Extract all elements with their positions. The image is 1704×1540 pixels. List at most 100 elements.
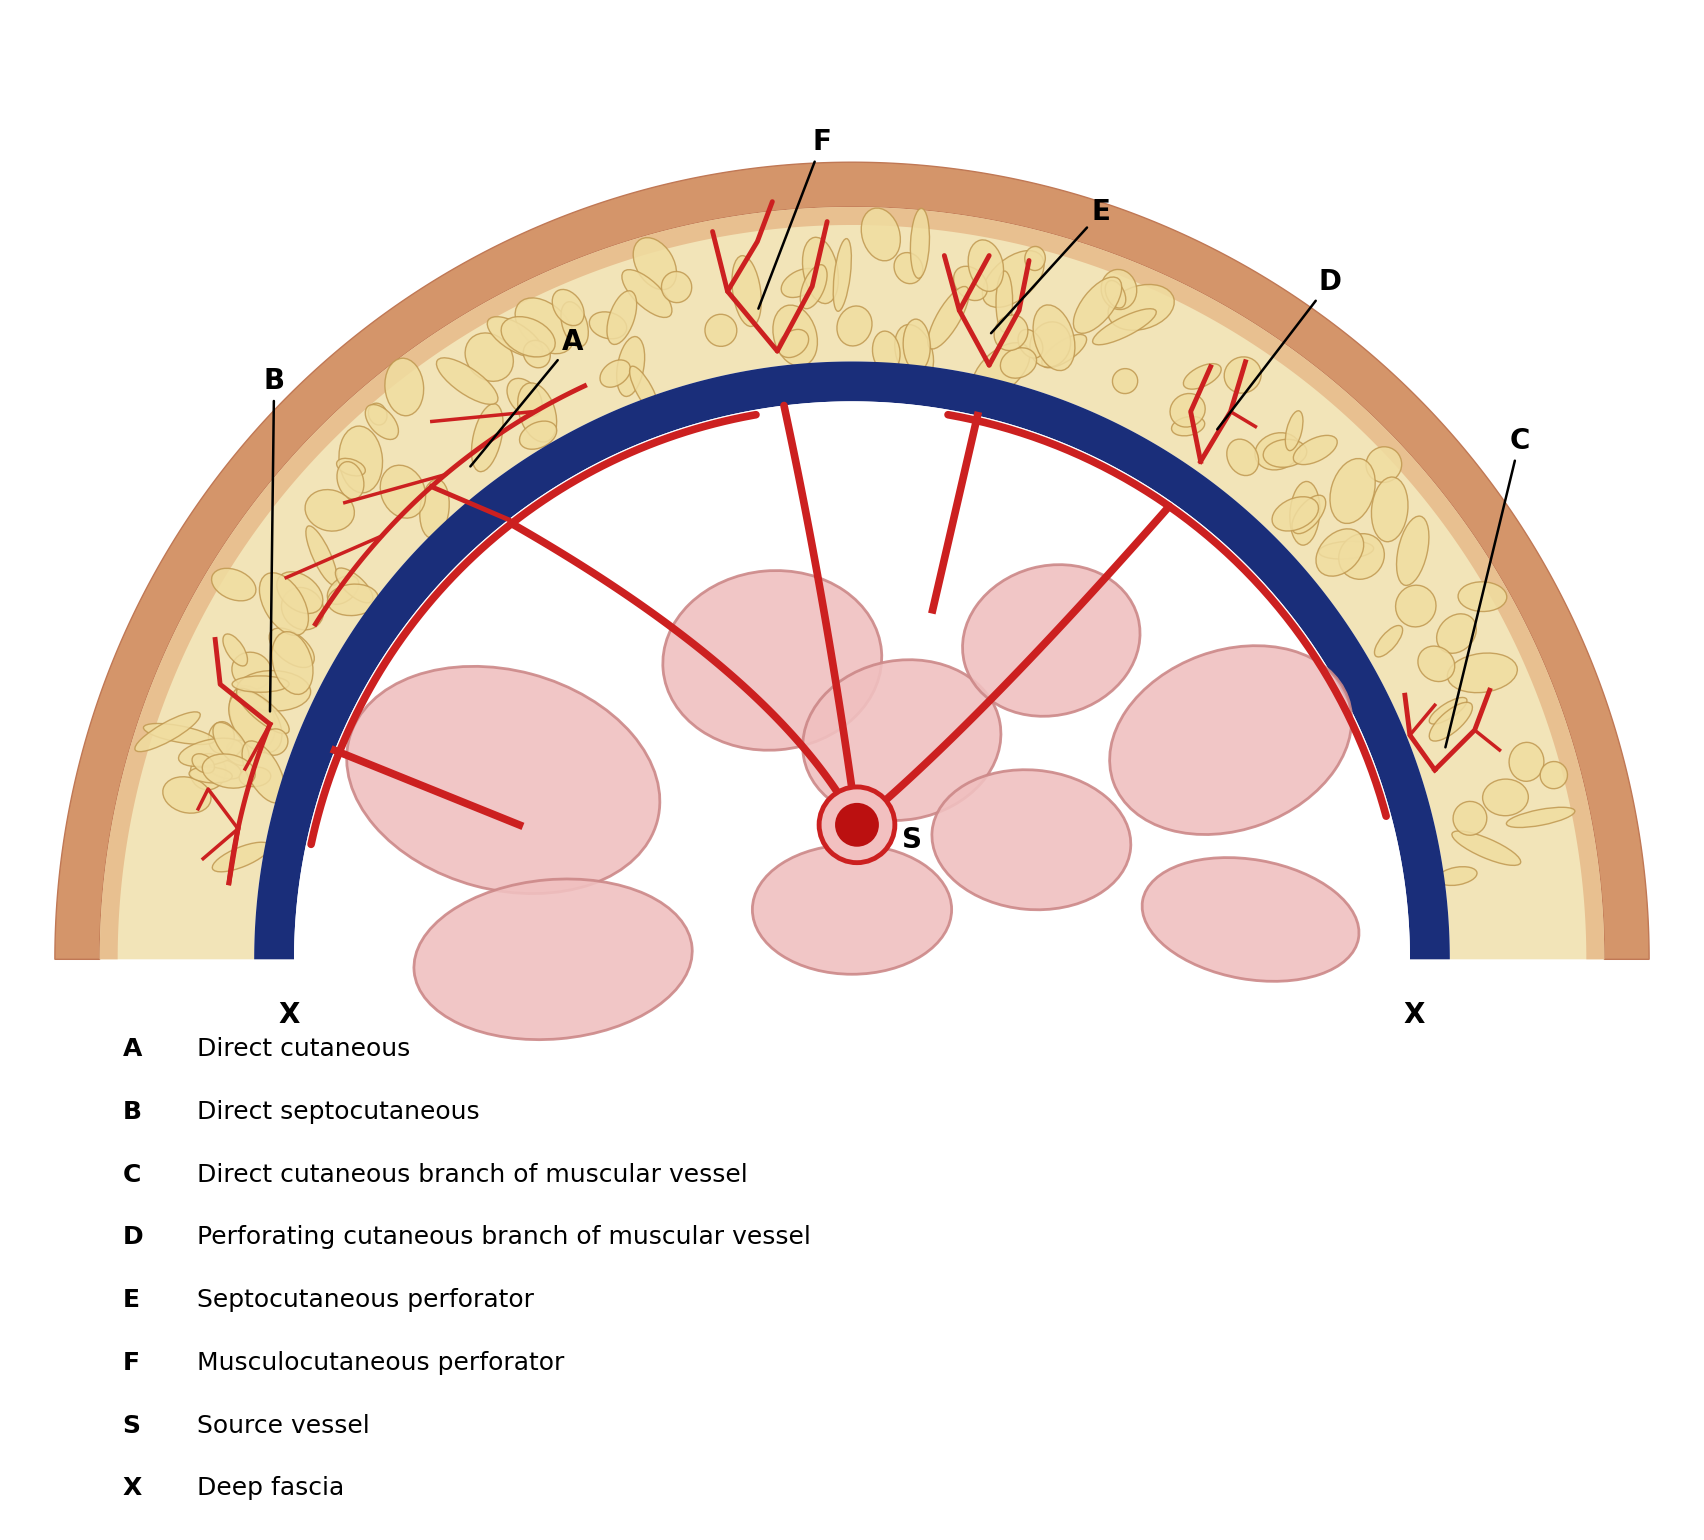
Ellipse shape: [1000, 348, 1036, 379]
Ellipse shape: [232, 651, 271, 690]
Ellipse shape: [1506, 807, 1574, 827]
Text: Direct septocutaneous: Direct septocutaneous: [198, 1100, 481, 1124]
Text: E: E: [992, 199, 1111, 333]
Ellipse shape: [1482, 779, 1528, 816]
Ellipse shape: [203, 755, 256, 788]
Circle shape: [835, 802, 879, 847]
Ellipse shape: [1183, 363, 1222, 390]
Ellipse shape: [164, 776, 211, 813]
Ellipse shape: [1074, 277, 1121, 333]
Ellipse shape: [385, 359, 424, 416]
Ellipse shape: [963, 565, 1140, 716]
Ellipse shape: [230, 685, 276, 748]
Ellipse shape: [903, 319, 930, 371]
Ellipse shape: [1172, 416, 1205, 436]
Ellipse shape: [1447, 653, 1517, 693]
Ellipse shape: [1396, 585, 1436, 627]
Ellipse shape: [1436, 614, 1476, 653]
Ellipse shape: [993, 316, 1028, 351]
Ellipse shape: [1293, 436, 1338, 465]
Polygon shape: [295, 402, 1409, 959]
Ellipse shape: [932, 770, 1131, 910]
Ellipse shape: [1227, 439, 1259, 476]
Ellipse shape: [1142, 858, 1360, 981]
Ellipse shape: [1372, 477, 1408, 542]
Ellipse shape: [910, 208, 929, 279]
Text: E: E: [123, 1287, 140, 1312]
Ellipse shape: [179, 738, 242, 767]
Ellipse shape: [223, 634, 247, 665]
Ellipse shape: [833, 239, 852, 311]
Ellipse shape: [305, 490, 354, 531]
Ellipse shape: [1290, 482, 1321, 545]
Text: F: F: [758, 128, 832, 308]
Ellipse shape: [1319, 541, 1373, 559]
Ellipse shape: [1292, 496, 1326, 534]
Ellipse shape: [1540, 761, 1568, 788]
Ellipse shape: [518, 383, 557, 442]
Ellipse shape: [365, 405, 399, 439]
Ellipse shape: [995, 271, 1012, 333]
Ellipse shape: [237, 670, 310, 711]
Ellipse shape: [135, 711, 201, 752]
Ellipse shape: [337, 459, 365, 476]
Ellipse shape: [1113, 368, 1138, 394]
Text: Source vessel: Source vessel: [198, 1414, 370, 1438]
Ellipse shape: [600, 360, 630, 387]
Ellipse shape: [1510, 742, 1544, 781]
Ellipse shape: [501, 317, 556, 357]
Text: X: X: [123, 1477, 141, 1500]
Ellipse shape: [339, 427, 382, 493]
Ellipse shape: [508, 379, 542, 416]
Ellipse shape: [803, 237, 838, 303]
Ellipse shape: [861, 208, 900, 260]
Ellipse shape: [1171, 394, 1205, 427]
Ellipse shape: [515, 297, 574, 354]
Text: Musculocutaneous perforator: Musculocutaneous perforator: [198, 1351, 564, 1375]
Ellipse shape: [1436, 867, 1477, 885]
Ellipse shape: [622, 270, 671, 317]
Ellipse shape: [803, 659, 1000, 821]
Ellipse shape: [414, 879, 692, 1040]
Ellipse shape: [208, 722, 233, 753]
Ellipse shape: [337, 462, 365, 499]
Ellipse shape: [327, 576, 360, 604]
Text: S: S: [901, 825, 922, 853]
Text: S: S: [123, 1414, 141, 1438]
Ellipse shape: [1106, 280, 1126, 308]
Text: D: D: [123, 1226, 143, 1249]
Ellipse shape: [1454, 801, 1488, 835]
Ellipse shape: [419, 479, 450, 537]
Ellipse shape: [380, 465, 426, 517]
Circle shape: [820, 787, 895, 862]
Ellipse shape: [1367, 447, 1402, 482]
Text: B: B: [123, 1100, 141, 1124]
Ellipse shape: [634, 237, 676, 290]
Ellipse shape: [1430, 698, 1467, 724]
Ellipse shape: [307, 525, 337, 585]
Ellipse shape: [520, 420, 557, 450]
Ellipse shape: [206, 759, 242, 779]
Ellipse shape: [336, 568, 373, 602]
Ellipse shape: [779, 330, 809, 357]
Ellipse shape: [1273, 497, 1319, 531]
Ellipse shape: [1331, 459, 1375, 524]
Ellipse shape: [929, 286, 970, 350]
Ellipse shape: [191, 753, 227, 790]
Ellipse shape: [1418, 647, 1455, 682]
Ellipse shape: [801, 265, 826, 308]
Ellipse shape: [242, 741, 285, 802]
Ellipse shape: [523, 340, 550, 368]
Ellipse shape: [472, 403, 503, 471]
Ellipse shape: [774, 305, 818, 367]
Ellipse shape: [895, 325, 934, 382]
Ellipse shape: [143, 724, 215, 744]
Polygon shape: [55, 162, 1649, 959]
Ellipse shape: [661, 271, 692, 303]
Ellipse shape: [1430, 702, 1472, 741]
Ellipse shape: [1024, 246, 1045, 271]
Ellipse shape: [1452, 832, 1520, 865]
Ellipse shape: [368, 403, 387, 425]
Ellipse shape: [261, 728, 288, 755]
Polygon shape: [254, 362, 1450, 959]
